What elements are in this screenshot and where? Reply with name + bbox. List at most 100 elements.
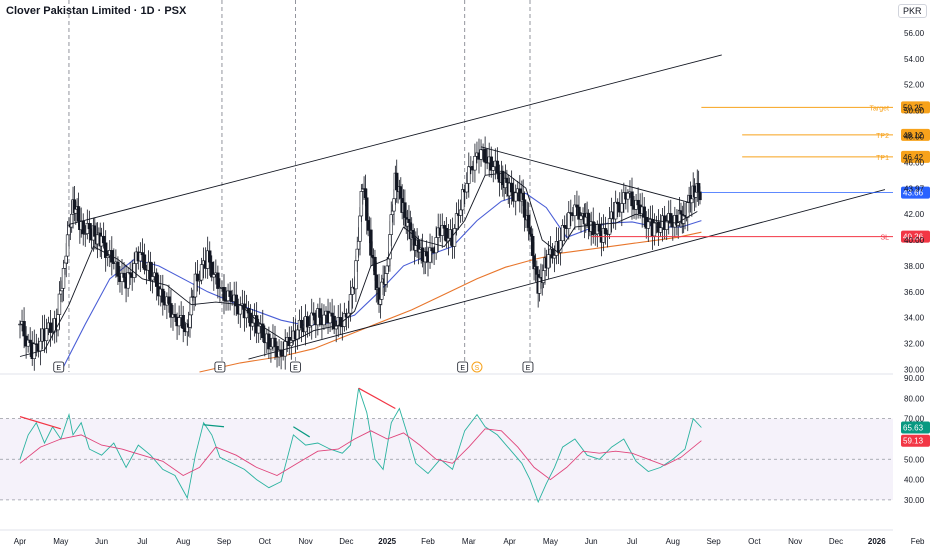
price-series-layer <box>18 136 702 373</box>
divergence-line-0 <box>19 416 61 430</box>
candle-body <box>620 203 624 213</box>
candle-body <box>161 288 165 303</box>
candle-body <box>642 206 646 218</box>
chart-title: Clover Pakistan Limited · 1D · PSX <box>6 5 187 17</box>
candle-body <box>210 261 214 278</box>
candle <box>106 250 110 267</box>
price-tick-label: 42.00 <box>904 210 925 219</box>
candle-body <box>509 182 514 193</box>
candle <box>601 214 606 252</box>
rsi-tick-label: 40.00 <box>904 476 925 485</box>
time-tick-label: May <box>543 537 558 546</box>
candle <box>81 213 85 246</box>
candle-body <box>22 321 26 337</box>
candle-body <box>142 254 147 270</box>
candle <box>26 333 30 353</box>
candle-body <box>434 237 438 254</box>
time-tick-label: Oct <box>748 537 761 546</box>
candle <box>310 298 314 340</box>
candle <box>22 307 26 349</box>
price-tick-label: 46.00 <box>904 158 925 167</box>
rsi-ma-last-badge-bg <box>901 434 930 447</box>
earnings-marker <box>522 361 534 373</box>
candle <box>248 304 253 340</box>
candle-body <box>591 221 595 236</box>
candle <box>18 320 22 339</box>
rsi-last-badge-bg <box>901 421 930 434</box>
candle <box>479 139 483 167</box>
candle-body <box>646 221 651 229</box>
earnings-marker-label: E <box>293 365 298 372</box>
candle-body <box>479 149 483 160</box>
candle-body <box>181 315 185 329</box>
candle-body <box>616 201 620 205</box>
candle <box>440 213 444 248</box>
candle-body <box>132 263 136 278</box>
candle <box>636 187 640 219</box>
time-tick-label: Sep <box>706 537 721 546</box>
earnings-marker-label: E <box>526 365 531 372</box>
candle-body <box>256 325 261 334</box>
candle <box>656 209 661 246</box>
candle-body <box>652 222 657 237</box>
candle-body <box>193 273 198 298</box>
candle-body <box>44 328 49 342</box>
candle <box>193 262 198 307</box>
candle <box>322 304 326 330</box>
level-Target-label: Target <box>870 105 890 112</box>
candle <box>116 256 120 286</box>
candle <box>460 183 465 222</box>
candle <box>128 262 132 286</box>
ma-orange-line <box>199 231 702 373</box>
candle <box>452 224 457 259</box>
candle-body <box>222 287 226 301</box>
candle <box>150 262 155 294</box>
last-price-badge-bg <box>901 186 930 199</box>
candle <box>226 283 230 311</box>
price-tick-label: 32.00 <box>904 340 925 349</box>
candle-body <box>212 274 216 278</box>
candle-body <box>607 218 612 235</box>
candle-body <box>177 317 181 327</box>
time-tick-label: Sep <box>217 537 232 546</box>
price-tick-label: 36.00 <box>904 288 925 297</box>
candle <box>195 259 200 292</box>
candle-body <box>116 261 120 277</box>
event-marks-layer: E E E E ES <box>53 361 534 373</box>
dividend-marker <box>471 361 483 373</box>
candle-body <box>26 339 30 347</box>
candle <box>48 309 53 347</box>
candle-body <box>669 213 673 224</box>
candle <box>148 251 153 292</box>
rsi-band-layer <box>0 418 893 501</box>
rsi-tick-label: 70.00 <box>904 415 925 424</box>
candle <box>32 329 36 371</box>
candle-body <box>238 305 243 315</box>
candle <box>238 296 243 328</box>
currency-badge[interactable]: PKR <box>898 4 927 18</box>
candle-body <box>261 323 265 339</box>
candle-body <box>467 166 471 184</box>
candle <box>28 327 32 357</box>
candle <box>167 284 171 313</box>
candle-body <box>208 250 212 263</box>
candle <box>312 302 316 321</box>
candle <box>83 225 87 247</box>
candle <box>350 278 355 309</box>
channel-lower-line <box>248 189 886 360</box>
candle <box>181 305 185 343</box>
candle-body <box>148 261 153 281</box>
price-tick-label: 48.00 <box>904 132 925 141</box>
time-tick-label: Oct <box>259 537 272 546</box>
candle-body <box>167 296 171 304</box>
divergence-line-1 <box>358 387 396 410</box>
earnings-marker-label: E <box>218 365 223 372</box>
candle <box>558 227 563 266</box>
price-tick-label: 40.00 <box>904 236 925 245</box>
candle-body <box>330 312 334 317</box>
candle-body <box>248 312 253 327</box>
ma-black-line <box>19 172 698 357</box>
trend-lines-layer <box>68 54 886 360</box>
divergence-line-3 <box>293 426 310 438</box>
